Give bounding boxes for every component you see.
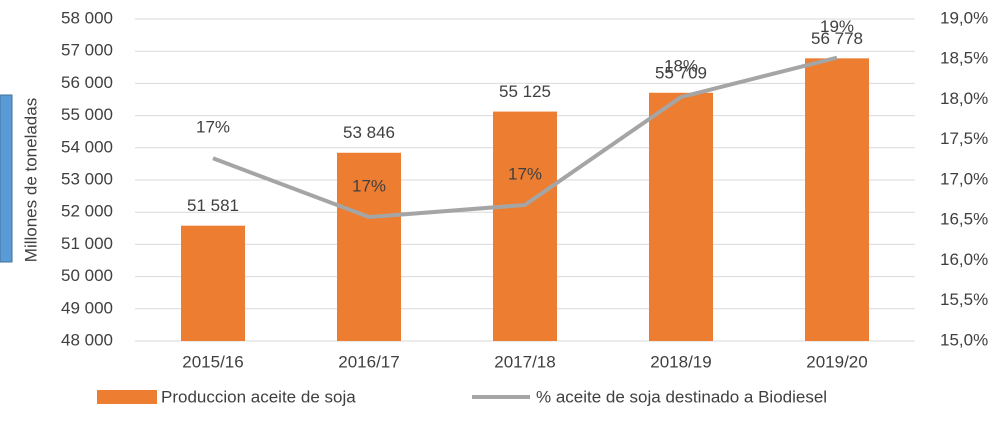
y-tick-label: 54 000 [61,137,113,156]
y2-tick-label: 15,5% [940,290,988,309]
bar-value-label: 55 709 [655,63,707,82]
x-tick-label: 2016/17 [338,352,399,371]
x-tick-label: 2019/20 [806,352,867,371]
legend-swatch [97,390,157,404]
bar [649,92,713,341]
line-value-label: 17% [196,118,230,137]
line-value-label: 17% [508,164,542,183]
line-series [212,55,838,220]
y-tick-label: 51 000 [61,234,113,253]
legend-label: Produccion aceite de soja [161,387,356,406]
x-tick-label: 2017/18 [494,352,555,371]
y-tick-label: 50 000 [61,266,113,285]
bar [493,111,557,341]
y-tick-label: 57 000 [61,41,113,60]
y-tick-label: 52 000 [61,202,113,221]
legend-label: % aceite de soja destinado a Biodiesel [536,387,827,406]
line-value-label: 17% [352,177,386,196]
y-tick-label: 56 000 [61,73,113,92]
y2-tick-label: 16,5% [940,210,988,229]
bar [181,225,245,341]
y2-tick-label: 19,0% [940,8,988,27]
y2-tick-label: 17,0% [940,169,988,188]
y2-tick-label: 16,0% [940,250,988,269]
y-tick-label: 48 000 [61,330,113,349]
line-value-label: 18% [664,57,698,76]
y2-tick-label: 17,5% [940,129,988,148]
bar [805,58,869,342]
y-tick-label: 55 000 [61,105,113,124]
x-tick-label: 2018/19 [650,352,711,371]
bar [337,152,401,341]
bar-value-label: 55 125 [499,82,551,101]
bar-value-label: 56 778 [811,29,863,48]
bar-value-label: 53 846 [343,123,395,142]
y-axis-label: Millones de toneladas [21,98,40,262]
y-tick-label: 53 000 [61,169,113,188]
y2-tick-label: 15,0% [940,330,988,349]
axis-label-box [0,94,13,263]
y2-tick-label: 18,5% [940,49,988,68]
y-tick-label: 49 000 [61,298,113,317]
line-value-label: 19% [820,17,854,36]
bar-value-label: 51 581 [187,196,239,215]
y-tick-label: 58 000 [61,8,113,27]
x-tick-label: 2015/16 [182,352,243,371]
y2-tick-label: 18,0% [940,89,988,108]
